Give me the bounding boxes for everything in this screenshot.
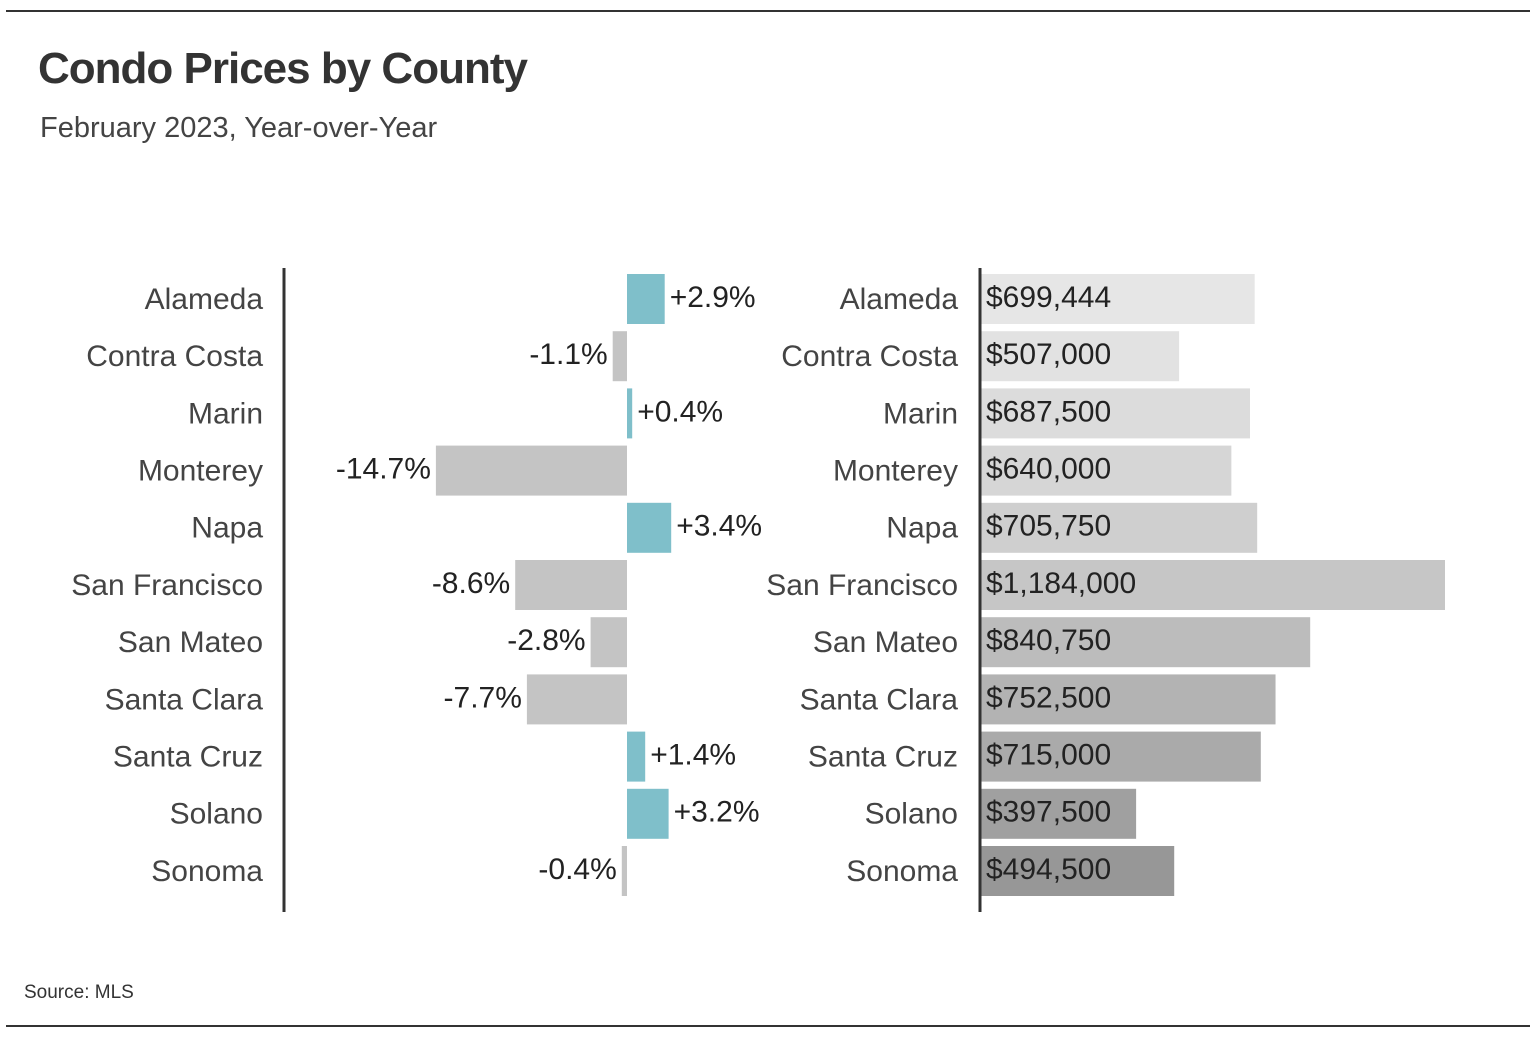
price-category-label: Sonoma [846,855,958,888]
change-category-label: Santa Cruz [113,741,263,774]
price-category-label: Napa [886,512,958,545]
change-bar [627,502,672,553]
price-value-label: $705,750 [986,510,1111,543]
change-value-label: -2.8% [507,624,585,657]
change-category-label: Sonoma [151,855,263,888]
change-bar [627,274,665,324]
chart-subtitle: February 2023, Year-over-Year [40,112,438,144]
price-category-label: Contra Costa [781,340,958,373]
change-value-label: +3.4% [676,510,762,543]
change-category-label: Contra Costa [86,340,263,373]
change-category-label: Monterey [138,455,263,488]
price-value-label: $1,184,000 [986,567,1136,600]
price-bar [980,788,1137,839]
change-category-label: Alameda [145,283,264,316]
top-rule [6,10,1530,12]
price-bar [980,445,1232,496]
price-category-label: San Mateo [813,626,958,659]
change-bar [590,617,627,668]
price-bar [980,846,1175,896]
change-category-label: Napa [191,512,263,545]
change-bar [526,674,627,725]
price-value-label: $687,500 [986,395,1111,428]
change-category-label: San Francisco [71,569,263,602]
price-bar [980,731,1261,782]
price-value-label: $715,000 [986,739,1111,772]
price-category-label: Alameda [840,283,959,316]
price-bar [980,560,1445,610]
change-bar [627,388,633,439]
change-bar [627,788,669,839]
price-bar [980,617,1311,668]
price-category-label: Solano [865,798,958,831]
change-bar [627,731,646,782]
price-category-label: Santa Cruz [808,741,958,774]
change-value-label: -1.1% [529,338,607,371]
price-value-label: $640,000 [986,453,1111,486]
price-category-label: Santa Clara [800,683,959,716]
price-category-label: Monterey [833,455,958,488]
change-bar [435,445,627,496]
price-category-label: Marin [883,397,958,430]
bottom-rule [6,1025,1530,1027]
source-note: Source: MLS [24,982,134,1003]
change-bar [612,331,627,382]
change-category-label: Santa Clara [105,683,264,716]
price-bar [980,388,1251,439]
price-bar [980,502,1258,553]
change-category-label: Marin [188,397,263,430]
price-value-label: $752,500 [986,681,1111,714]
change-value-label: -8.6% [432,567,510,600]
price-value-label: $699,444 [986,281,1111,314]
price-category-label: San Francisco [766,569,958,602]
chart-title: Condo Prices by County [38,44,528,93]
change-value-label: -0.4% [538,853,616,886]
price-bar [980,674,1276,725]
price-value-label: $494,500 [986,853,1111,886]
change-value-label: -7.7% [444,681,522,714]
change-value-label: +1.4% [650,739,736,772]
change-value-label: +3.2% [674,796,760,829]
price-value-label: $507,000 [986,338,1111,371]
change-value-label: +2.9% [670,281,756,314]
price-value-label: $840,750 [986,624,1111,657]
change-category-label: San Mateo [118,626,263,659]
change-category-label: Solano [170,798,263,831]
price-value-label: $397,500 [986,796,1111,829]
change-value-label: +0.4% [637,395,723,428]
price-bar [980,274,1255,324]
change-value-label: -14.7% [336,453,431,486]
change-bar [621,846,627,896]
change-bar [515,560,627,610]
price-bar [980,331,1180,382]
